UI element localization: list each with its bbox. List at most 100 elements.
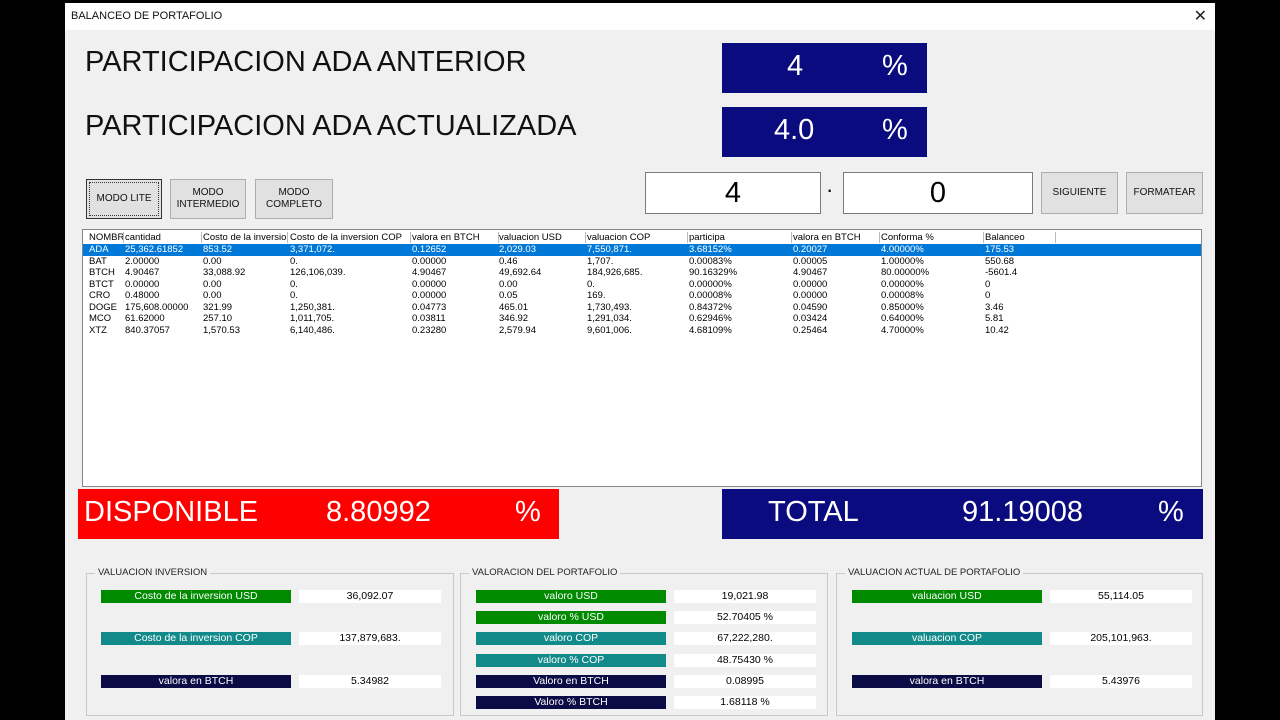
table-cell: 3,371,072. bbox=[290, 244, 335, 255]
table-cell: 1,707. bbox=[587, 255, 614, 267]
table-cell: 1,730,493. bbox=[587, 301, 632, 313]
table-cell: BTCT bbox=[89, 278, 114, 290]
table-row[interactable]: DOGE 175,608.00000 321.99 1,250,381. 0.04773… bbox=[83, 302, 1201, 314]
table-cell: 0.25464 bbox=[793, 324, 828, 336]
table-cell: 0.00 bbox=[203, 255, 222, 267]
table-row[interactable]: MCO 61.62000 257.10 1,011,705. 0.03811 346.92… bbox=[83, 313, 1201, 325]
table-cell: 1,011,705. bbox=[290, 313, 335, 324]
table-cell: 1,291,034. bbox=[587, 313, 632, 324]
table-cell: ADA bbox=[89, 244, 109, 255]
panel-label: Costo de la inversion COP bbox=[101, 632, 291, 645]
panel-label: valoro % USD bbox=[476, 611, 666, 624]
panel-value: 5.43976 bbox=[1050, 675, 1192, 688]
close-icon[interactable]: ✕ bbox=[1193, 8, 1207, 25]
table-row[interactable]: CRO 0.48000 0.00 0. 0.00000 0.05 169. 0.00008% 0… bbox=[83, 290, 1201, 302]
column-header[interactable]: cantidad bbox=[123, 232, 202, 243]
panel-label: Valoro % BTCH bbox=[476, 696, 666, 709]
table-row[interactable]: BTCT 0.00000 0.00 0. 0.00000 0.00 0. 0.00000% 0.… bbox=[83, 279, 1201, 291]
column-header[interactable]: valora en BTCH bbox=[791, 232, 880, 243]
table-cell: DOGE bbox=[89, 301, 117, 313]
portfolio-list[interactable]: NOMBREcantidadCosto de la inversion USDC… bbox=[82, 229, 1202, 487]
table-cell: 0.12652 bbox=[412, 244, 447, 255]
table-cell: 0.00000 bbox=[793, 290, 828, 301]
actualizada-label: PARTICIPACION ADA ACTUALIZADA bbox=[85, 110, 577, 142]
table-cell: 3.46 bbox=[985, 301, 1004, 313]
table-cell: 4.90467 bbox=[125, 267, 160, 278]
table-cell: 0. bbox=[290, 290, 298, 301]
column-header[interactable]: valuacion USD bbox=[497, 232, 586, 243]
table-row[interactable]: BAT 2.00000 0.00 0. 0.00000 0.46 1,707. 0.00083… bbox=[83, 256, 1201, 268]
modo-completo-button[interactable]: MODO COMPLETO bbox=[255, 179, 333, 219]
table-cell: 0.00083% bbox=[689, 255, 732, 267]
column-header[interactable]: Balanceo bbox=[983, 232, 1056, 243]
table-cell: 465.01 bbox=[499, 301, 529, 313]
table-cell: 0.00000 bbox=[125, 278, 160, 290]
panel-label: Valoro en BTCH bbox=[476, 675, 666, 688]
panel-value: 19,021.98 bbox=[674, 590, 816, 603]
panel-label: valuacion USD bbox=[852, 590, 1042, 603]
table-cell: 10.42 bbox=[985, 324, 1009, 336]
input-left[interactable]: 4 bbox=[645, 172, 821, 214]
table-cell: 4.00000% bbox=[881, 244, 924, 255]
anterior-label: PARTICIPACION ADA ANTERIOR bbox=[85, 46, 527, 78]
table-cell: 0.00000 bbox=[793, 278, 828, 290]
panel-label: valuacion COP bbox=[852, 632, 1042, 645]
table-cell: 0.04590 bbox=[793, 301, 828, 313]
anterior-value-box: 4 % bbox=[722, 43, 927, 93]
modo-intermedio-button[interactable]: MODO INTERMEDIO bbox=[170, 179, 246, 219]
table-row[interactable]: BTCH 4.90467 33,088.92 126,106,039. 4.90467 4… bbox=[83, 267, 1201, 279]
panel-label: Costo de la inversion USD bbox=[101, 590, 291, 603]
valoracion-portafolio-group: VALORACION DEL PORTAFOLIO valoro USD 19,… bbox=[460, 567, 828, 716]
modo-lite-button[interactable]: MODO LITE bbox=[86, 179, 162, 219]
table-cell: 2,579.94 bbox=[499, 324, 536, 336]
table-cell: 0.03811 bbox=[412, 313, 446, 324]
table-cell: 4.90467 bbox=[793, 267, 828, 278]
disponible-box: DISPONIBLE 8.80992 % bbox=[78, 489, 559, 539]
column-header[interactable]: Costo de la inversion COP bbox=[288, 232, 411, 243]
title-bar: BALANCEO DE PORTAFOLIO ✕ bbox=[65, 3, 1215, 30]
table-cell: 4.70000% bbox=[881, 324, 924, 336]
input-right[interactable]: 0 bbox=[843, 172, 1033, 214]
table-cell: 3.68152% bbox=[689, 244, 732, 255]
table-row[interactable]: XTZ 840.37057 1,570.53 6,140,486. 0.23280 2,5… bbox=[83, 325, 1201, 337]
table-row[interactable]: ADA 25,362.61852 853.52 3,371,072. 0.12652 2,… bbox=[83, 244, 1201, 256]
column-header[interactable]: Costo de la inversion USD bbox=[203, 232, 288, 243]
table-cell: 1,250,381. bbox=[290, 301, 335, 313]
table-cell: BAT bbox=[89, 255, 107, 267]
siguiente-button[interactable]: SIGUIENTE bbox=[1041, 172, 1118, 214]
total-box: TOTAL 91.19008 % bbox=[722, 489, 1203, 539]
column-header[interactable]: valuacion COP bbox=[585, 232, 688, 243]
table-cell: 4.68109% bbox=[689, 324, 732, 336]
separator: · bbox=[826, 177, 834, 202]
table-cell: 0 bbox=[985, 278, 991, 290]
table-cell: 0.62946% bbox=[689, 313, 732, 324]
actualizada-value-box: 4.0 % bbox=[722, 107, 927, 157]
panel-value: 137,879,683. bbox=[299, 632, 441, 645]
percent-sign: % bbox=[1158, 496, 1184, 528]
table-cell: 175.53 bbox=[985, 244, 1015, 255]
table-cell: XTZ bbox=[89, 324, 107, 336]
table-cell: 0.85000% bbox=[881, 301, 924, 313]
table-cell: 2,029.03 bbox=[499, 244, 536, 255]
formatear-button[interactable]: FORMATEAR bbox=[1126, 172, 1203, 214]
table-cell: 0.00 bbox=[203, 290, 222, 301]
window-title: BALANCEO DE PORTAFOLIO bbox=[71, 10, 223, 22]
table-cell: 0.00000 bbox=[412, 290, 447, 301]
group-title: VALORACION DEL PORTAFOLIO bbox=[469, 567, 621, 578]
valuacion-inversion-group: VALUACION INVERSION Costo de la inversio… bbox=[86, 567, 454, 716]
table-cell: 0.00000 bbox=[412, 255, 447, 267]
column-header[interactable]: participa bbox=[687, 232, 792, 243]
table-cell: 184,926,685. bbox=[587, 267, 643, 278]
table-cell: 0. bbox=[290, 255, 298, 267]
table-cell: BTCH bbox=[89, 267, 115, 278]
disponible-value: 8.80992 bbox=[326, 496, 431, 528]
table-cell: 4.90467 bbox=[412, 267, 447, 278]
valuacion-actual-group: VALUACION ACTUAL DE PORTAFOLIO valuacion… bbox=[836, 567, 1203, 716]
column-header[interactable]: Conforma % bbox=[879, 232, 984, 243]
table-cell: 0.00005 bbox=[793, 255, 828, 267]
column-header[interactable]: NOMBRE bbox=[89, 232, 124, 243]
table-cell: 33,088.92 bbox=[203, 267, 246, 278]
column-header[interactable]: valora en BTCH bbox=[410, 232, 499, 243]
disponible-label: DISPONIBLE bbox=[84, 496, 259, 528]
total-label: TOTAL bbox=[768, 496, 859, 528]
